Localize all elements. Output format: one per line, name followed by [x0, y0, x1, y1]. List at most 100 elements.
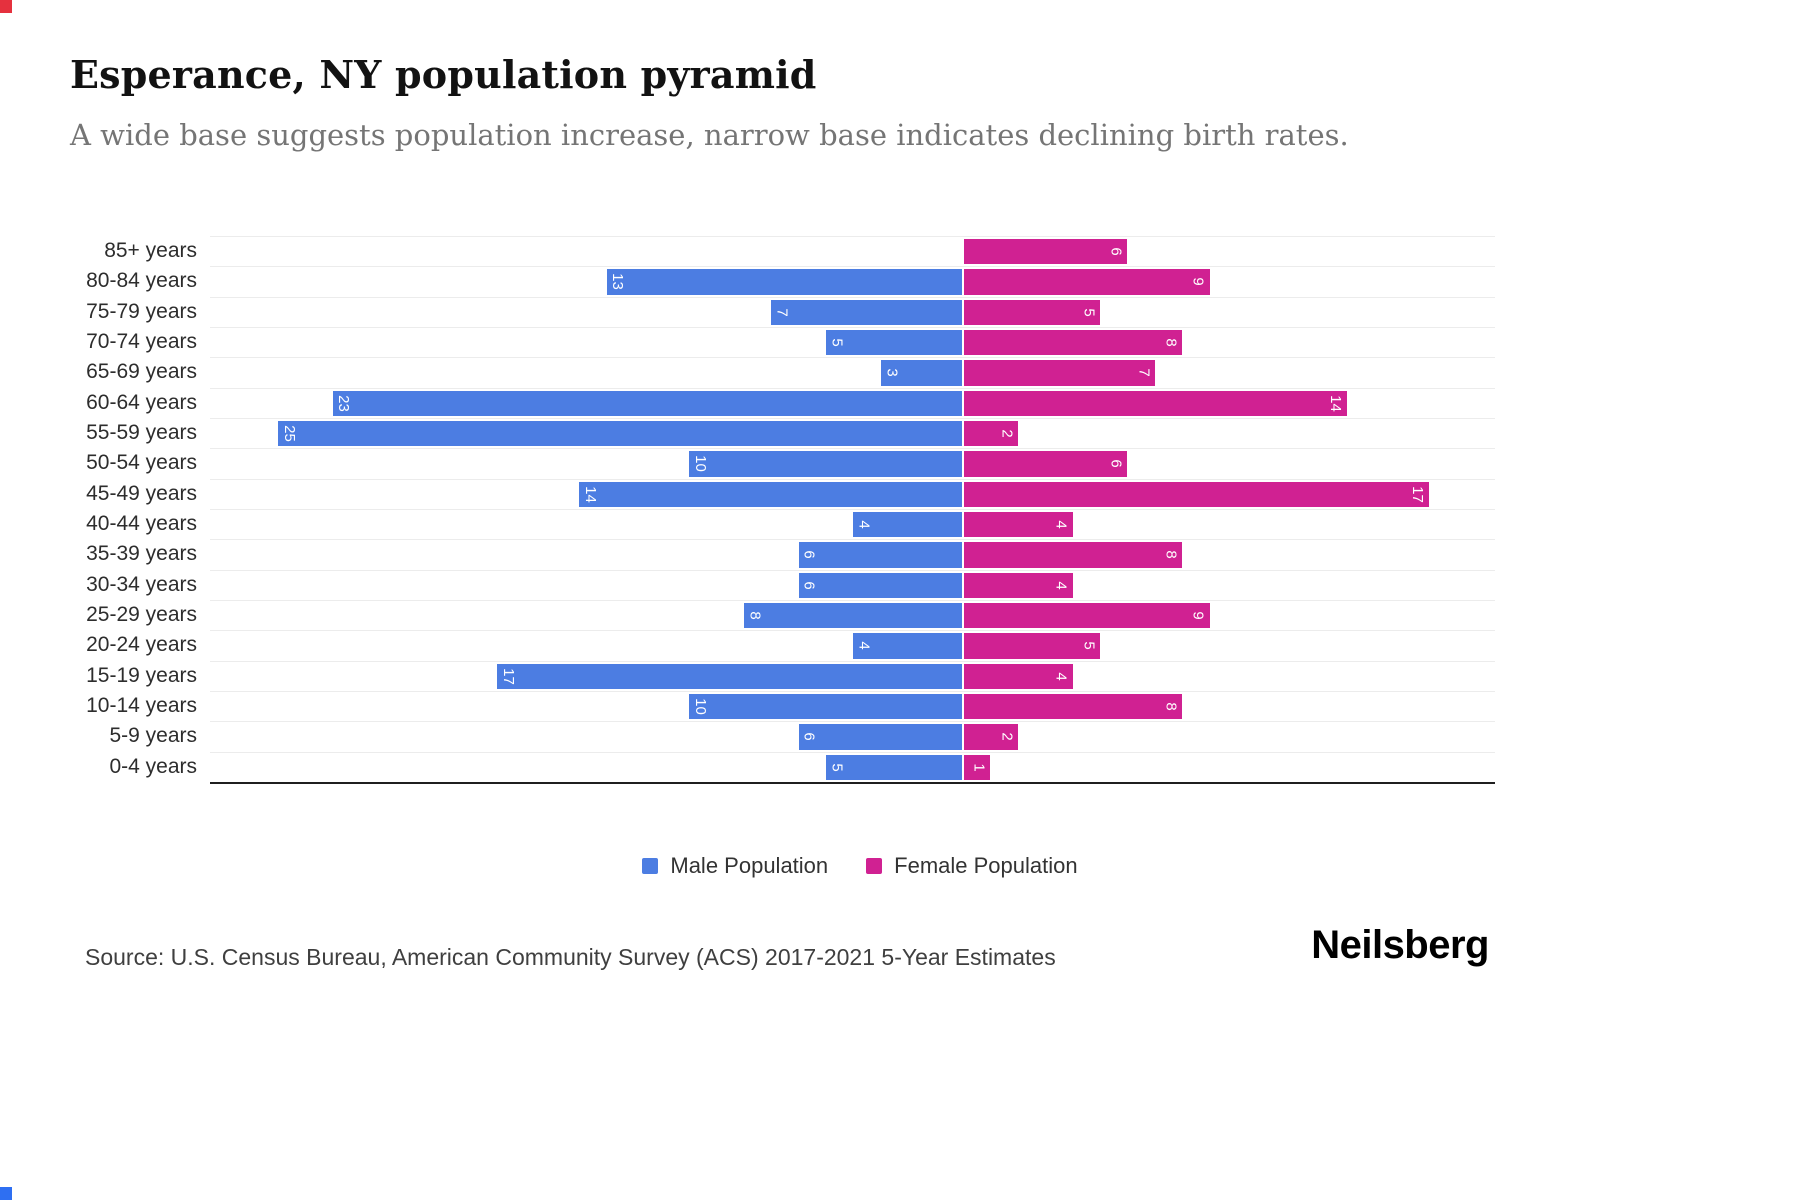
bar-value-label: 8 [746, 611, 764, 620]
chart-row: 70-74 years 5 8 [67, 326, 1495, 357]
bar-value-label: 13 [609, 273, 627, 291]
y-axis-label: 45-49 years [86, 481, 197, 505]
chart-track: 23 14 [210, 387, 1495, 418]
y-axis-label: 35-39 years [86, 542, 197, 566]
bar-value-wrap: 10 [689, 451, 711, 476]
bar-value-wrap: 6 [1105, 239, 1127, 264]
y-axis-label: 65-69 years [86, 360, 197, 384]
female-bar: 1 [964, 754, 991, 780]
bar-value-label: 9 [1190, 277, 1208, 287]
bar-value-wrap: 7 [1133, 360, 1155, 385]
y-axis-label: 85+ years [104, 239, 197, 262]
chart-row: 65-69 years 3 7 [67, 357, 1495, 387]
y-axis-label: 15-19 years [86, 663, 197, 687]
y-axis-label: 50-54 years [86, 451, 197, 475]
bar-value-wrap: 5 [826, 755, 848, 780]
bar-value-label: 23 [335, 394, 353, 412]
y-axis-label: 20-24 years [86, 633, 197, 657]
female-bar: 4 [964, 663, 1073, 689]
y-axis-label: 10-14 years [86, 693, 197, 717]
bar-value-wrap: 5 [1078, 300, 1100, 325]
female-bar: 5 [964, 633, 1100, 659]
bar-value-wrap: 4 [1051, 573, 1073, 598]
male-bar: 4 [853, 511, 962, 538]
chart-row: 80-84 years 13 9 [67, 266, 1495, 296]
y-axis-label: 70-74 years [86, 329, 197, 353]
female-bar: 6 [964, 451, 1128, 477]
female-bar: 7 [964, 360, 1155, 386]
bar-value-label: 8 [1162, 338, 1180, 347]
bar-value-wrap: 6 [1105, 451, 1127, 476]
bar-value-label: 6 [1107, 459, 1125, 469]
top-left-mark [0, 0, 12, 13]
chart-row: 50-54 years 10 6 [67, 448, 1495, 478]
female-bar: 8 [964, 542, 1183, 568]
female-bar: 4 [964, 511, 1073, 538]
chart-row: 20-24 years 4 5 [67, 630, 1495, 660]
bar-value-label: 6 [801, 581, 819, 590]
bar-value-label: 6 [801, 732, 819, 742]
chart-row: 55-59 years 25 2 [67, 417, 1495, 448]
bar-value-wrap: 6 [799, 573, 821, 598]
chart-row: 35-39 years 6 8 [67, 539, 1495, 569]
chart-track: 10 8 [210, 690, 1495, 721]
male-bar: 17 [497, 663, 962, 689]
bar-value-label: 9 [1190, 611, 1208, 620]
bar-value-wrap: 14 [1325, 391, 1347, 416]
bar-value-label: 5 [828, 763, 846, 772]
bar-value-label: 6 [1107, 247, 1125, 256]
source-note: Source: U.S. Census Bureau, American Com… [85, 944, 1056, 970]
bar-value-label: 4 [855, 520, 873, 529]
bar-value-wrap: 6 [799, 542, 821, 567]
bar-value-label: 1 [970, 763, 988, 772]
bar-value-wrap: 2 [996, 724, 1018, 749]
female-bar: 2 [964, 420, 1018, 447]
bar-value-label: 10 [691, 698, 709, 715]
bar-value-wrap: 6 [799, 724, 821, 749]
y-axis-label: 0-4 years [109, 754, 197, 778]
y-axis-label: 55-59 years [86, 420, 197, 444]
bar-value-wrap: 1 [968, 755, 990, 780]
page-title: Esperance, NY population pyramid [70, 52, 817, 97]
chart-row: 15-19 years 17 4 [67, 660, 1495, 691]
y-axis-label: 25-29 years [86, 602, 197, 626]
bar-value-wrap: 9 [1188, 603, 1210, 628]
bar-value-label: 5 [1080, 641, 1098, 651]
bar-value-wrap: 8 [1160, 542, 1182, 567]
bar-value-wrap: 4 [853, 633, 875, 658]
legend-swatch-icon [642, 858, 659, 874]
male-bar: 14 [579, 481, 962, 507]
male-bar: 5 [826, 754, 962, 780]
female-bar: 2 [964, 724, 1018, 750]
bar-value-wrap: 10 [689, 694, 711, 719]
bottom-left-mark [0, 1187, 12, 1200]
y-axis-label: 30-34 years [86, 572, 197, 596]
male-bar: 13 [606, 269, 962, 295]
y-axis-label: 75-79 years [86, 299, 197, 323]
female-bar: 5 [964, 299, 1100, 325]
bar-value-label: 25 [280, 425, 298, 442]
male-bar: 10 [689, 451, 962, 477]
bar-value-label: 8 [1162, 550, 1180, 560]
chart-row: 30-34 years 6 4 [67, 569, 1495, 600]
y-axis-label: 60-64 years [86, 390, 197, 414]
female-bar: 17 [964, 481, 1429, 507]
chart-row: 10-14 years 10 8 [67, 690, 1495, 721]
chart-row: 0-4 years 5 1 [67, 751, 1495, 782]
page-subtitle: A wide base suggests population increase… [70, 118, 1349, 152]
male-bar: 6 [798, 572, 962, 598]
male-bar: 8 [743, 602, 962, 629]
chart-row: 25-29 years 8 9 [67, 599, 1495, 630]
bar-value-wrap: 8 [744, 603, 766, 628]
chart-row: 5-9 years 6 2 [67, 721, 1495, 751]
bar-value-label: 17 [499, 667, 517, 685]
female-bar: 8 [964, 329, 1183, 356]
y-axis-label: 40-44 years [86, 511, 197, 535]
bar-value-wrap: 14 [579, 482, 601, 507]
male-bar: 6 [798, 542, 962, 568]
female-bar: 14 [964, 390, 1347, 416]
male-bar: 7 [771, 299, 962, 325]
bar-value-wrap: 4 [853, 512, 875, 537]
